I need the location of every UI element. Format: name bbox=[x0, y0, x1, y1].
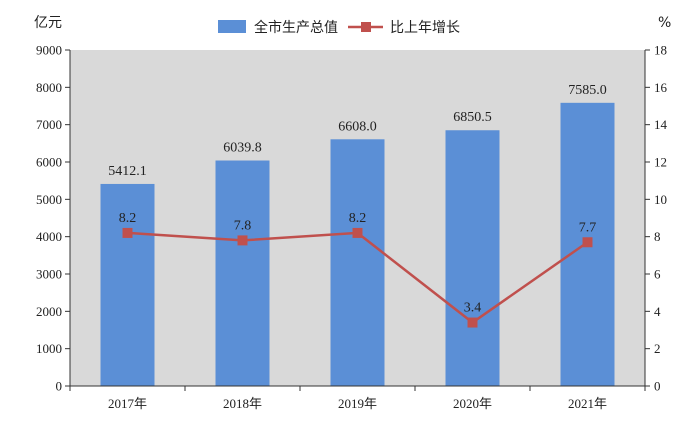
left-tick-label: 6000 bbox=[36, 155, 62, 170]
growth-marker bbox=[582, 237, 593, 248]
growth-marker bbox=[467, 317, 478, 328]
left-tick-label: 8000 bbox=[36, 80, 62, 95]
bar bbox=[330, 139, 385, 386]
left-tick-label: 0 bbox=[56, 379, 63, 394]
left-tick-label: 4000 bbox=[36, 229, 62, 244]
x-tick-label: 2020年 bbox=[453, 396, 492, 411]
x-tick-label: 2017年 bbox=[108, 396, 147, 411]
bar-value-label: 6850.5 bbox=[453, 110, 492, 125]
legend-bar-swatch bbox=[218, 20, 246, 33]
growth-marker bbox=[352, 227, 363, 238]
right-tick-label: 2 bbox=[654, 341, 661, 356]
left-tick-label: 1000 bbox=[36, 341, 62, 356]
left-tick-label: 7000 bbox=[36, 117, 62, 132]
right-tick-label: 14 bbox=[654, 117, 668, 132]
growth-marker bbox=[237, 235, 248, 246]
x-tick-label: 2019年 bbox=[338, 396, 377, 411]
right-tick-label: 4 bbox=[654, 304, 661, 319]
left-tick-label: 3000 bbox=[36, 267, 62, 282]
left-tick-label: 9000 bbox=[36, 43, 62, 58]
legend-line-marker bbox=[361, 22, 371, 32]
bar-value-label: 5412.1 bbox=[108, 164, 147, 179]
bar bbox=[445, 130, 500, 386]
bar-value-label: 6039.8 bbox=[223, 141, 262, 156]
growth-value-label: 7.7 bbox=[579, 220, 597, 235]
x-tick-label: 2018年 bbox=[223, 396, 262, 411]
growth-value-label: 8.2 bbox=[119, 211, 137, 226]
right-tick-label: 12 bbox=[654, 155, 667, 170]
right-tick-label: 16 bbox=[654, 80, 668, 95]
left-tick-label: 2000 bbox=[36, 304, 62, 319]
growth-marker bbox=[122, 227, 133, 238]
right-tick-label: 0 bbox=[654, 379, 661, 394]
growth-value-label: 3.4 bbox=[464, 301, 482, 316]
legend-bar-label: 全市生产总值 bbox=[254, 19, 338, 36]
growth-value-label: 7.8 bbox=[234, 218, 252, 233]
right-tick-label: 10 bbox=[654, 192, 667, 207]
growth-value-label: 8.2 bbox=[349, 211, 367, 226]
bar-value-label: 7585.0 bbox=[568, 83, 607, 98]
bar bbox=[215, 160, 270, 386]
bar bbox=[100, 183, 155, 386]
right-tick-label: 8 bbox=[654, 229, 661, 244]
right-tick-label: 18 bbox=[654, 43, 667, 58]
left-axis-unit: 亿元 bbox=[34, 15, 62, 31]
left-tick-label: 5000 bbox=[36, 192, 62, 207]
legend-line-label: 比上年增长 bbox=[390, 20, 460, 36]
right-axis-unit: % bbox=[658, 15, 671, 31]
x-tick-label: 2021年 bbox=[568, 396, 607, 411]
right-tick-label: 6 bbox=[654, 267, 661, 282]
bar-value-label: 6608.0 bbox=[338, 119, 377, 134]
legend: 全市生产总值 比上年增长 bbox=[218, 19, 460, 36]
